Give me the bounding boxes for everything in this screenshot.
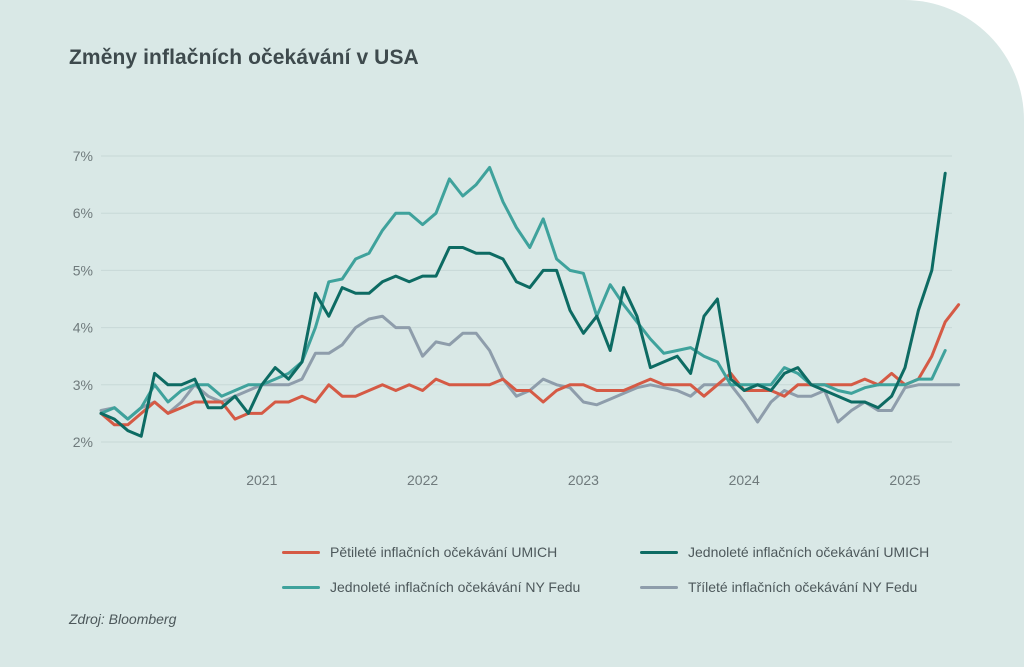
y-tick-label: 3%: [73, 377, 93, 393]
legend-label-ny1: Jednoleté inflačních očekávání NY Fedu: [330, 579, 581, 595]
x-axis-ticks: 2021 2022 2023 2024 2025: [246, 472, 921, 488]
series-lines: [99, 165, 961, 438]
x-tick-label: 2022: [407, 472, 438, 488]
x-tick-label: 2023: [568, 472, 599, 488]
y-tick-label: 2%: [73, 434, 93, 450]
source-note: Zdroj: Bloomberg: [69, 611, 177, 627]
legend-item-umich5: Pětileté inflačních očekávání UMICH: [282, 544, 557, 560]
y-tick-label: 4%: [73, 320, 93, 336]
legend-label-ny3: Tříleté inflačních očekávání NY Fedu: [688, 579, 918, 595]
y-tick-label: 5%: [73, 262, 93, 278]
x-tick-label: 2021: [246, 472, 277, 488]
legend-item-ny3: Tříleté inflačních očekávání NY Fedu: [640, 579, 917, 595]
series-line-ny3: [99, 314, 961, 424]
legend-label-umich5: Pětileté inflačních očekávání UMICH: [330, 544, 558, 560]
legend-item-umich1: Jednoleté inflačních očekávání UMICH: [640, 544, 929, 560]
legend-swatch-umich5: [282, 550, 320, 554]
y-axis-ticks: 2% 3% 4% 5% 6% 7%: [73, 148, 93, 450]
x-tick-label: 2024: [729, 472, 760, 488]
legend-item-ny1: Jednoleté inflačních očekávání NY Fedu: [282, 579, 580, 595]
legend-swatch-ny1: [282, 585, 320, 589]
legend-swatch-ny3: [640, 585, 678, 589]
chart-title: Změny inflačních očekávání v USA: [69, 46, 419, 69]
legend-label-umich1: Jednoleté inflačních očekávání UMICH: [688, 544, 930, 560]
gridlines: [101, 155, 952, 443]
series-line-umich1: [99, 171, 947, 438]
y-tick-label: 6%: [73, 205, 93, 221]
y-tick-label: 7%: [73, 148, 93, 164]
series-line-ny1: [99, 165, 947, 421]
x-tick-label: 2025: [889, 472, 920, 488]
legend-swatch-umich1: [640, 550, 678, 554]
